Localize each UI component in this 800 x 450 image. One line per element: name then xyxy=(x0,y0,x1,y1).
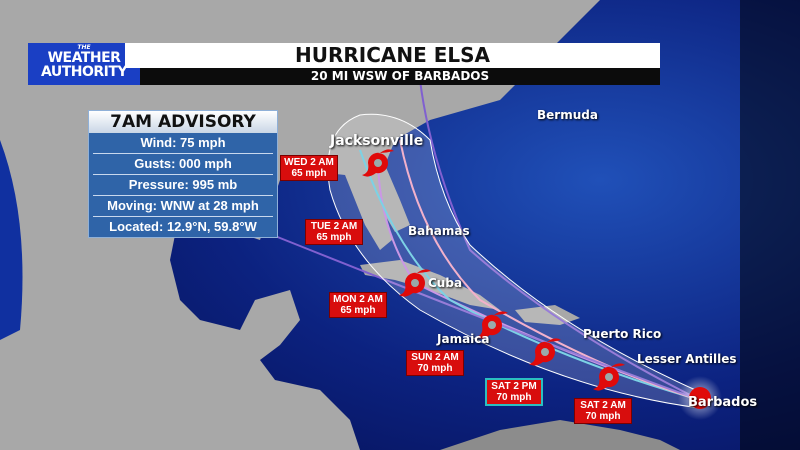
hurricane-icon xyxy=(475,308,509,342)
hurricane-icon xyxy=(592,360,626,394)
advisory-wind: Wind: 75 mph xyxy=(93,133,273,154)
hurricane-icon xyxy=(398,266,432,300)
cone-of-uncertainty xyxy=(327,113,701,409)
forecast-wind: 70 mph xyxy=(417,363,453,374)
florida xyxy=(345,175,392,250)
advisory-location: Located: 12.9°N, 59.8°W xyxy=(109,219,257,234)
place-jacksonville: Jacksonville xyxy=(330,133,424,149)
place-bahamas: Bahamas xyxy=(408,224,470,238)
forecast-time: WED 2 AM xyxy=(284,157,334,168)
forecast-time: SUN 2 AM xyxy=(411,352,459,363)
advisory-pressure: Pressure: 995 mb xyxy=(93,175,273,196)
hurricane-icon xyxy=(528,335,562,369)
cuba xyxy=(360,260,500,310)
logo-line1: WEATHER xyxy=(47,50,121,66)
place-barbados: Barbados xyxy=(688,395,758,410)
forecast-label-wed: WED 2 AM 65 mph xyxy=(280,155,338,181)
weather-authority-logo: THE WEATHER AUTHORITY xyxy=(28,43,140,85)
forecast-label-sat-am: SAT 2 AM 70 mph xyxy=(574,398,632,424)
subtitle: 20 MI WSW OF BARBADOS xyxy=(140,68,660,85)
advisory-panel: 7AM ADVISORY Wind: 75 mph Gusts: 000 mph… xyxy=(88,110,278,238)
logo-top: THE xyxy=(77,44,91,51)
forecast-wind: 70 mph xyxy=(496,392,532,403)
forecast-label-sat-pm: SAT 2 PM 70 mph xyxy=(485,378,543,406)
forecast-label-sun: SUN 2 AM 70 mph xyxy=(406,350,464,376)
forecast-wind: 70 mph xyxy=(585,411,621,422)
place-lesser-antilles: Lesser Antilles xyxy=(637,352,737,366)
forecast-time: TUE 2 AM xyxy=(310,221,358,232)
forecast-label-mon: MON 2 AM 65 mph xyxy=(329,292,387,318)
page-title: HURRICANE ELSA xyxy=(125,43,660,68)
forecast-time: SAT 2 PM xyxy=(491,381,537,392)
forecast-wind: 65 mph xyxy=(340,305,376,316)
hurricane-icon xyxy=(683,381,717,415)
advisory-gusts: Gusts: 000 mph xyxy=(93,154,273,175)
forecast-wind: 65 mph xyxy=(316,232,352,243)
logo-line2: AUTHORITY xyxy=(40,64,128,80)
place-jamaica: Jamaica xyxy=(437,332,490,346)
south-america xyxy=(440,420,680,450)
forecast-time: SAT 2 AM xyxy=(580,400,626,411)
hispaniola xyxy=(515,305,580,325)
advisory-title: 7AM ADVISORY xyxy=(89,111,277,133)
forecast-time: MON 2 AM xyxy=(333,294,383,305)
hurricane-icon xyxy=(361,146,395,180)
place-bermuda: Bermuda xyxy=(537,108,598,122)
forecast-label-tue: TUE 2 AM 65 mph xyxy=(305,219,363,245)
forecast-wind: 65 mph xyxy=(291,168,327,179)
place-cuba: Cuba xyxy=(428,276,463,290)
place-puerto-rico: Puerto Rico xyxy=(583,327,662,341)
advisory-moving: Moving: WNW at 28 mph xyxy=(93,196,273,217)
